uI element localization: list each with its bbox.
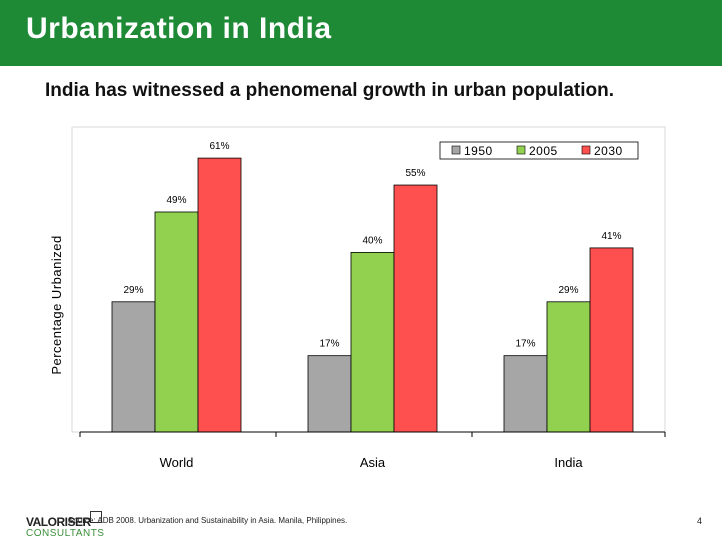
- bar-india-2030: [589, 247, 634, 433]
- category-label-asia: Asia: [360, 455, 386, 470]
- data-label-india-2005: 29%: [558, 285, 578, 296]
- bar-asia-2030: [393, 184, 438, 433]
- bar-world-1950: [111, 301, 156, 433]
- data-label-asia-1950: 17%: [319, 339, 339, 350]
- legend-label-1950: 1950: [464, 144, 493, 158]
- bar-world-2005: [154, 211, 199, 433]
- slide-subtitle: India has witnessed a phenomenal growth …: [45, 80, 614, 101]
- logo-square-icon: [90, 511, 102, 523]
- data-label-world-2005: 49%: [166, 195, 186, 206]
- data-label-india-1950: 17%: [515, 339, 535, 350]
- bar-asia-2005: [350, 251, 395, 433]
- legend-swatch-1950: [451, 145, 461, 155]
- legend-label-2030: 2030: [594, 144, 623, 158]
- source-citation: Source: ADB 2008. Urbanization and Susta…: [68, 516, 348, 525]
- data-label-world-2030: 61%: [209, 141, 229, 152]
- bar-india-1950: [503, 355, 548, 433]
- logo-sub-text: CONSULTANTS: [26, 528, 105, 539]
- data-label-asia-2005: 40%: [362, 235, 382, 246]
- legend-swatch-2005: [516, 145, 526, 155]
- title-bar: Urbanization in India: [0, 0, 722, 66]
- x-axis-categories: World Asia India: [160, 455, 584, 470]
- page-number: 4: [697, 516, 703, 526]
- bar-india-2005: [546, 301, 591, 433]
- legend-swatch-2030: [581, 145, 591, 155]
- category-label-world: World: [160, 455, 194, 470]
- logo-main-text: VALORISER: [26, 515, 91, 529]
- slide-title: Urbanization in India: [26, 12, 332, 45]
- legend-label-2005: 2005: [529, 144, 558, 158]
- data-label-world-1950: 29%: [123, 285, 143, 296]
- data-label-india-2030: 41%: [601, 231, 621, 242]
- bar-world-2030: [197, 157, 242, 433]
- company-logo: VALORISER CONSULTANTS: [26, 511, 136, 541]
- bars-group: [111, 157, 634, 433]
- legend: 1950 2005 2030: [439, 141, 639, 160]
- data-labels-group: 29% 49% 61% 17% 40% 55% 17% 29% 41%: [123, 141, 621, 350]
- category-label-india: India: [554, 455, 583, 470]
- y-axis-label: Percentage Urbanized: [49, 235, 64, 374]
- data-label-asia-2030: 55%: [405, 168, 425, 179]
- x-axis-ticks: [79, 432, 666, 437]
- bar-asia-1950: [307, 355, 352, 433]
